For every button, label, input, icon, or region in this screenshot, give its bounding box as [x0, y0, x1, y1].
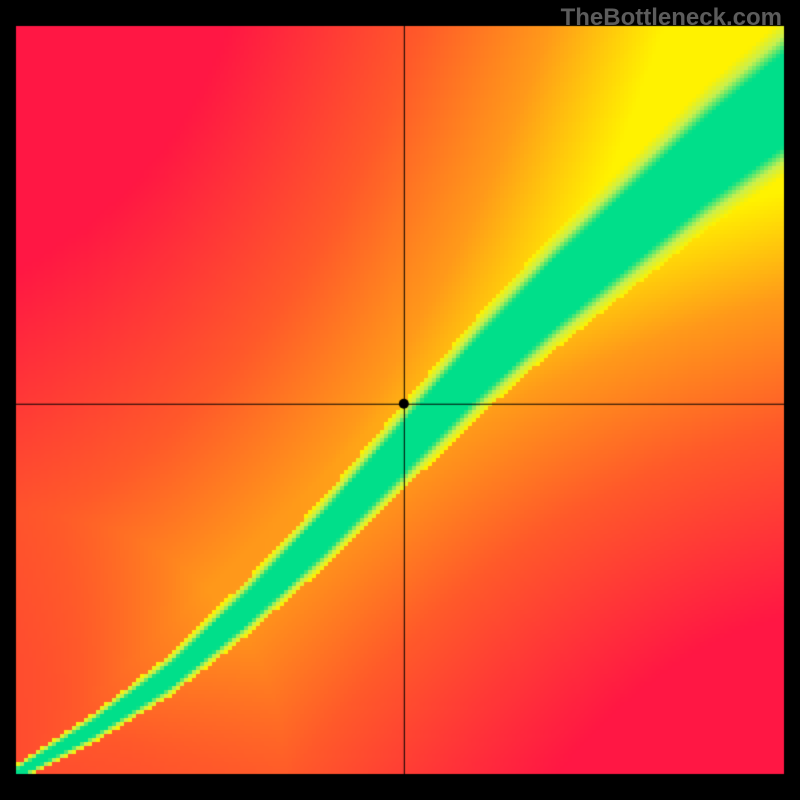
bottleneck-heatmap	[0, 0, 800, 800]
watermark-text: TheBottleneck.com	[561, 4, 782, 32]
chart-container: TheBottleneck.com	[0, 0, 800, 800]
